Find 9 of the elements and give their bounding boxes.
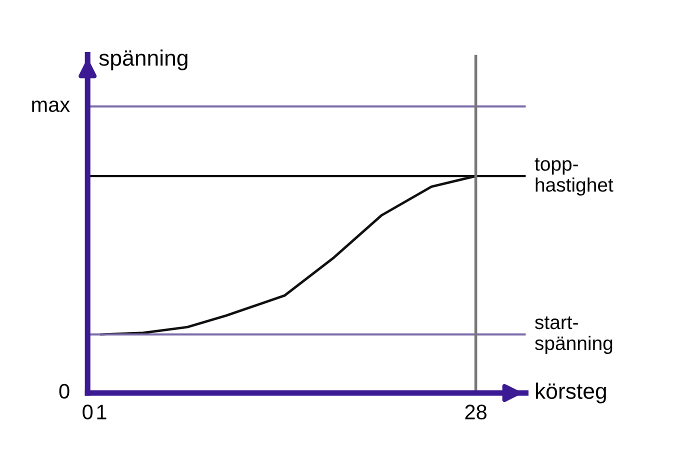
x-tick-label: 0 [82,404,93,420]
ref-line-label: topp- hastighet [534,158,614,196]
x-tick-label: 1 [97,404,106,420]
ref-line-label: start- spänning [535,316,612,354]
text: max [32,100,70,112]
x-axis-title: körsteg [536,382,606,404]
x-tick-label: 28 [465,404,486,420]
y-axis-title: spänning [99,50,188,70]
text: 0 [59,384,70,399]
